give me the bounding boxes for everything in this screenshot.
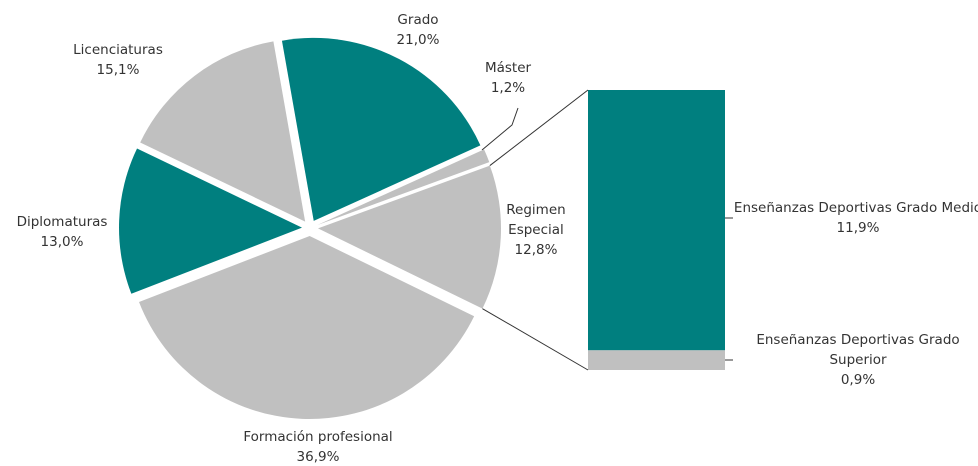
leader-line [481, 107, 519, 151]
label-text: 11,9% [836, 220, 880, 236]
pie-slice [119, 148, 303, 294]
label-text: 13,0% [40, 234, 84, 250]
label-text: Regimen Especial [506, 202, 566, 238]
label-text: 15,1% [96, 62, 140, 78]
label-text: 21,0% [396, 32, 440, 48]
pie-slice [317, 149, 490, 225]
pie-slice [139, 235, 475, 419]
data-label: Diplomaturas 13,0% [17, 212, 108, 252]
pie-slice [317, 165, 501, 309]
label-text: 36,9% [296, 449, 340, 465]
label-text: Grado [397, 12, 439, 28]
data-label: Grado 21,0% [397, 10, 440, 50]
connector-line [482, 308, 589, 371]
label-text: Licenciaturas [73, 42, 163, 58]
label-text: Enseñanzas Deportivas Grado Superior [756, 332, 960, 368]
data-label: Máster 1,2% [485, 58, 531, 98]
bar-segment [588, 350, 725, 370]
label-text: 12,8% [514, 242, 558, 258]
data-label: Enseñanzas Deportivas Grado Superior 0,9% [733, 330, 978, 390]
label-text: Máster [484, 60, 532, 76]
label-text: Formación profesional [243, 429, 393, 445]
label-text: 0,9% [840, 372, 876, 388]
label-text: Diplomaturas [16, 214, 108, 230]
bar-segment [588, 90, 725, 351]
data-label: Formación profesional 36,9% [243, 427, 392, 466]
data-label: Regimen Especial 12,8% [496, 200, 576, 260]
pie-slice [281, 37, 481, 221]
data-label: Licenciaturas 15,1% [73, 40, 163, 80]
data-label: Enseñanzas Deportivas Grado Medio 11,9% [733, 198, 978, 238]
connector-line [489, 89, 589, 166]
pie-slice [140, 41, 306, 222]
label-text: Enseñanzas Deportivas Grado Medio [733, 200, 978, 216]
label-text: 1,2% [490, 80, 526, 96]
